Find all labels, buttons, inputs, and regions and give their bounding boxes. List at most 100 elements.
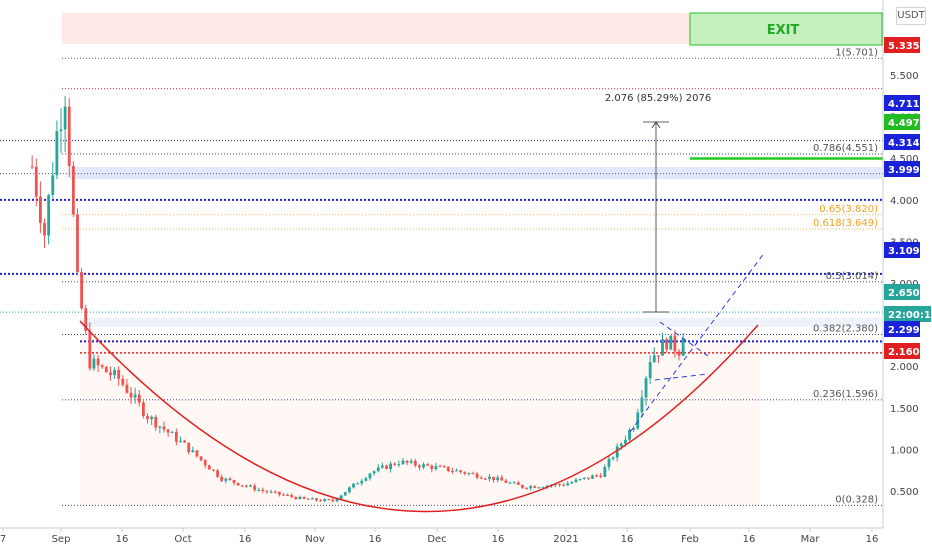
candle-body [327, 499, 331, 501]
price-tag-label: 2.299 [888, 325, 920, 336]
candle-body [607, 458, 611, 467]
fib-level-label: 0.618(3.649) [813, 218, 878, 229]
time-tick-label: Sep [52, 534, 71, 545]
candle-body [253, 485, 257, 491]
candle-body [401, 460, 405, 465]
candle-body [479, 477, 483, 479]
candle-body [376, 467, 380, 472]
candle-body [166, 429, 170, 433]
candle-body [335, 499, 339, 502]
candle-body [595, 475, 598, 477]
candle-body [187, 442, 191, 453]
candle-body [492, 476, 495, 481]
price-tag-label: 2.650 [888, 288, 920, 299]
time-tick-label: Dec [427, 534, 446, 545]
candle-body [232, 480, 236, 483]
candle-body [240, 485, 244, 487]
candle-body [475, 473, 479, 478]
candle-body [191, 450, 195, 453]
time-tick-label: 16 [369, 534, 382, 545]
candle-body [286, 494, 289, 496]
candle-body [665, 339, 669, 350]
candle-body [113, 369, 116, 376]
trendline-lower [659, 321, 709, 357]
candle-body [170, 432, 174, 434]
candle-body [125, 384, 129, 393]
candle-body [43, 223, 46, 236]
price-tag-label: 3.109 [888, 246, 920, 257]
candle-body [150, 416, 154, 420]
candle-body [306, 498, 310, 500]
fib-level-label: 0(0.328) [835, 494, 878, 505]
price-tag-label: 4.314 [888, 138, 920, 149]
candle-body [216, 470, 219, 477]
candle-body [277, 491, 281, 495]
candle-body [619, 443, 623, 447]
candle-body [352, 483, 355, 488]
price-axis[interactable] [883, 0, 932, 528]
candle-body [121, 378, 125, 385]
candle-body [109, 372, 112, 376]
price-tag [884, 343, 920, 359]
exit-box[interactable] [689, 12, 883, 46]
price-tag [884, 114, 920, 130]
exit-label: EXIT [767, 23, 800, 38]
candle-body [677, 351, 681, 356]
candle-body [488, 476, 491, 479]
candle-body [129, 392, 133, 398]
candle-body [471, 473, 475, 475]
candle-body [343, 492, 347, 496]
currency-badge[interactable]: USDT [896, 7, 926, 25]
candle-body [570, 482, 574, 484]
candle-body [496, 477, 500, 481]
candle-body [67, 106, 71, 166]
drawing-tools [79, 121, 766, 513]
candle-body [63, 106, 67, 130]
candle-body [323, 499, 327, 502]
candle-body [652, 355, 656, 362]
candle-body [100, 365, 104, 367]
candle-body [348, 487, 351, 493]
time-tick-label: 7 [0, 534, 6, 545]
time-tick-label: 16 [621, 534, 634, 545]
candle-body [195, 450, 199, 457]
support-zone [80, 318, 882, 327]
candle-body [525, 487, 528, 489]
candle-body [385, 465, 388, 469]
candle-body [599, 475, 603, 477]
candlestick-series [30, 96, 685, 503]
candle-body [467, 473, 471, 475]
time-tick-label: 16 [492, 534, 505, 545]
time-tick-label: Nov [305, 534, 325, 545]
price-tick-label: 5.500 [890, 71, 919, 82]
candle-body [632, 428, 636, 430]
fib-level-label: 0.5(3.014) [826, 271, 878, 282]
time-tick-label: 16 [239, 534, 252, 545]
candle-body [463, 472, 467, 474]
price-tag-label: 22:00:16 [888, 310, 932, 321]
candle-body [455, 470, 458, 472]
candle-body [529, 486, 533, 489]
candle-body [104, 366, 108, 373]
candle-body [220, 476, 224, 481]
candle-body [578, 478, 582, 480]
candle-body [504, 480, 508, 483]
time-axis[interactable] [0, 528, 883, 550]
price-tick-label: 4.000 [890, 196, 919, 207]
candle-body [59, 129, 63, 132]
candle-body [562, 484, 566, 486]
candle-body [96, 358, 100, 366]
candle-body [154, 416, 158, 428]
candle-body [331, 499, 335, 502]
time-tick-label: Oct [174, 534, 191, 545]
time-axis-ticks: 7 Sep 16 Oct 16 Nov 16 Dec 16 2021 16 Feb 16 Mar 16 [0, 528, 878, 545]
price-tag [884, 37, 920, 53]
candle-body [558, 484, 561, 486]
candle-body [636, 412, 640, 429]
price-tick-label: 4.500 [890, 154, 919, 165]
measure-label: 2.076 (85.29%) 2076 [605, 93, 711, 104]
candle-body [661, 339, 664, 356]
candle-body [319, 500, 322, 502]
